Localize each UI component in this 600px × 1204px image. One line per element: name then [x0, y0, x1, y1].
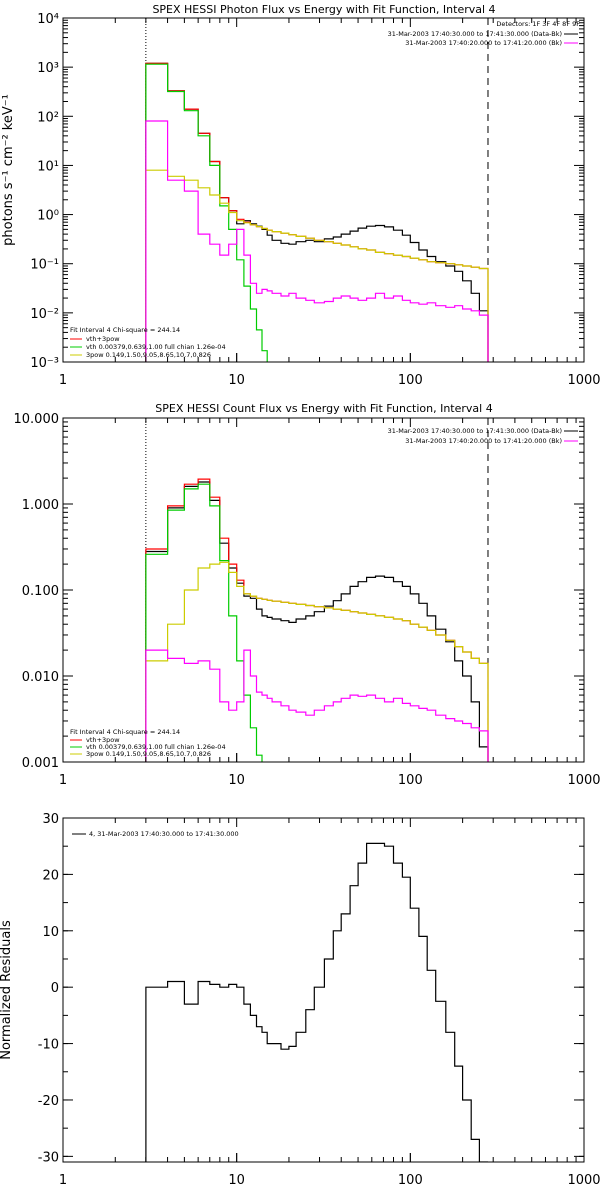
- legend-top-left: 4, 31-Mar-2003 17:40:30.000 to 17:41:30.…: [72, 830, 239, 838]
- legend-vth3pow: vth+3pow: [86, 335, 120, 343]
- legend-interval: 4, 31-Mar-2003 17:40:30.000 to 17:41:30.…: [89, 830, 239, 838]
- legend-data-interval: 31-Mar-2003 17:40:30.000 to 17:41:30.000…: [388, 427, 562, 435]
- y-tick-label: 10⁴: [37, 12, 59, 27]
- y-tick-label: 10⁻¹: [30, 258, 59, 273]
- count-flux-panel: SPEX HESSI Count Flux vs Energy with Fit…: [14, 402, 600, 788]
- x-tick-label: 1: [59, 1173, 67, 1188]
- y-tick-label: 20: [42, 868, 59, 883]
- series-line-0: [146, 843, 488, 1162]
- y-tick-label: 10⁻²: [30, 307, 59, 322]
- series-line-2: [146, 484, 262, 762]
- x-tick-label: 10: [228, 773, 245, 788]
- series-line-1: [146, 63, 488, 362]
- y-tick-label: 10³: [37, 61, 59, 76]
- y-tick-label: 0.001: [22, 756, 59, 771]
- legend-bottom-left: Fit Interval 4 Chi-square = 244.14 vth+3…: [70, 326, 226, 359]
- axes-frame: [63, 18, 584, 362]
- y-tick-label: -20: [38, 1094, 59, 1109]
- x-tick-label: 100: [398, 1173, 423, 1188]
- y-tick-label: 0: [51, 981, 59, 996]
- y-tick-label: 1.000: [22, 498, 59, 513]
- y-tick-label: -30: [38, 1150, 59, 1165]
- series-line-3: [146, 170, 488, 362]
- series-group: [146, 63, 488, 362]
- legend-bottom-left: Fit Interval 4 Chi-square = 244.14 vth+3…: [70, 728, 226, 758]
- chart-title: SPEX HESSI Count Flux vs Energy with Fit…: [155, 402, 492, 415]
- series-group: [146, 843, 488, 1162]
- chart-title: SPEX HESSI Photon Flux vs Energy with Fi…: [152, 3, 495, 16]
- legend-top-right: Detectors: 1F 3F 4F 8F 9F 31-Mar-2003 17…: [388, 20, 581, 47]
- y-tick-label: 10.000: [14, 412, 60, 427]
- y-axis-label: Normalized Residuals: [0, 920, 14, 1060]
- y-tick-label: -10: [38, 1038, 59, 1053]
- legend-detectors: Detectors: 1F 3F 4F 8F 9F: [496, 20, 580, 28]
- legend-fit-interval: Fit Interval 4 Chi-square = 244.14: [70, 728, 180, 736]
- x-tick-label: 1: [59, 773, 67, 788]
- y-tick-label: 10²: [37, 110, 59, 125]
- y-tick-label: 10⁰: [37, 209, 59, 224]
- series-line-0: [146, 63, 488, 362]
- legend-bk-interval: 31-Mar-2003 17:40:20.000 to 17:41:20.000…: [405, 39, 562, 47]
- x-tick-label: 10: [228, 373, 245, 388]
- legend-data-interval: 31-Mar-2003 17:40:30.000 to 17:41:30.000…: [388, 30, 562, 38]
- series-line-3: [146, 562, 488, 762]
- x-tick-label: 1000: [567, 773, 600, 788]
- y-tick-label: 10¹: [37, 159, 59, 174]
- series-line-0: [146, 482, 488, 762]
- legend-fit-interval: Fit Interval 4 Chi-square = 244.14: [70, 326, 180, 334]
- x-tick-label: 1: [59, 373, 67, 388]
- series-line-1: [146, 479, 488, 762]
- series-line-2: [146, 64, 267, 362]
- y-tick-label: 0.010: [22, 670, 59, 685]
- y-tick-label: 10⁻³: [30, 356, 59, 371]
- y-axis-label: photons s⁻¹ cm⁻² keV⁻¹: [1, 94, 16, 246]
- photon-flux-panel: SPEX HESSI Photon Flux vs Energy with Fi…: [1, 3, 600, 388]
- x-tick-label: 1000: [567, 373, 600, 388]
- legend-3pow: 3pow 0.149,1.50,9.05,8.65,10.7,0.826: [86, 351, 211, 359]
- axes-frame: [63, 818, 584, 1162]
- y-tick-label: 0.100: [22, 584, 59, 599]
- legend-3pow: 3pow 0.149,1.50,9.05,8.65,10.7,0.826: [86, 750, 211, 758]
- y-tick-label: 10: [42, 925, 59, 940]
- legend-vth: vth 0.00379,0.639,1.00 full chian 1.26e-…: [86, 343, 226, 351]
- legend-top-right: 31-Mar-2003 17:40:30.000 to 17:41:30.000…: [388, 427, 578, 445]
- series-group: [146, 479, 488, 762]
- y-tick-label: 30: [42, 812, 59, 827]
- legend-bk-interval: 31-Mar-2003 17:40:20.000 to 17:41:20.000…: [405, 437, 562, 445]
- x-tick-label: 100: [398, 773, 423, 788]
- x-tick-label: 100: [398, 373, 423, 388]
- x-tick-label: 10: [228, 1173, 245, 1188]
- x-tick-label: 1000: [567, 1173, 600, 1188]
